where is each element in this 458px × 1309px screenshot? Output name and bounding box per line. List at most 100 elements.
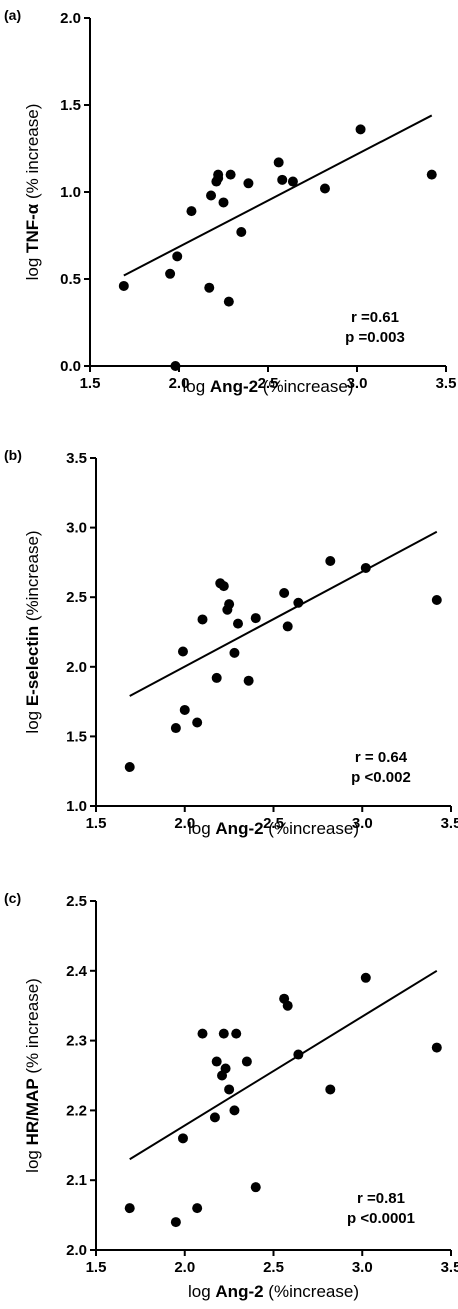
data-point bbox=[165, 268, 176, 279]
data-point bbox=[220, 1063, 231, 1074]
data-point bbox=[231, 1028, 242, 1039]
data-point bbox=[287, 176, 298, 187]
regression-line bbox=[129, 969, 438, 1161]
x-axis-title: log Ang-2 (%increase) bbox=[188, 1282, 359, 1301]
y-axis-title-suffix: (%increase) bbox=[23, 530, 42, 625]
data-point bbox=[197, 614, 208, 625]
x-axis-title-bold: Ang-2 bbox=[210, 377, 258, 396]
data-point bbox=[211, 672, 222, 683]
y-axis-title-prefix: log bbox=[23, 706, 42, 733]
x-axis-title: log Ang-2 (%increase) bbox=[182, 377, 353, 396]
y-tick-label: 2.4 bbox=[66, 963, 88, 980]
data-point bbox=[325, 556, 336, 567]
data-point bbox=[243, 675, 254, 686]
y-axis-title: log TNF-α (% increase) bbox=[23, 104, 42, 281]
data-point bbox=[192, 717, 203, 728]
x-axis-title-bold: Ang-2 bbox=[215, 1282, 263, 1301]
y-tick-label: 2.1 bbox=[66, 1172, 87, 1189]
x-tick-label: 1.5 bbox=[86, 815, 107, 832]
data-point bbox=[229, 1105, 240, 1116]
correlation-r: r = 0.64 bbox=[355, 749, 408, 766]
data-point bbox=[355, 124, 366, 135]
y-axis-title-bold: E-selectin bbox=[23, 626, 42, 706]
x-axis-title-suffix: (%increase) bbox=[264, 819, 359, 838]
x-tick-label: 3.0 bbox=[347, 375, 368, 392]
correlation-r: r =0.81 bbox=[357, 1190, 405, 1207]
data-point bbox=[360, 972, 371, 983]
y-tick-label: 1.5 bbox=[60, 97, 81, 114]
x-tick-label: 2.5 bbox=[263, 815, 284, 832]
y-tick-label: 2.5 bbox=[66, 893, 87, 910]
data-point bbox=[179, 704, 190, 715]
data-point bbox=[229, 647, 240, 658]
y-axis-title-prefix: log bbox=[23, 1145, 42, 1172]
data-point bbox=[293, 597, 304, 608]
y-tick-label: 0.5 bbox=[60, 271, 81, 288]
x-axis-title-bold: Ang-2 bbox=[215, 819, 263, 838]
p-value: p <0.0001 bbox=[347, 1210, 415, 1227]
x-tick-label: 2.0 bbox=[174, 815, 195, 832]
y-axis-title-prefix: log bbox=[23, 253, 42, 280]
x-tick-label: 3.0 bbox=[352, 815, 373, 832]
data-point bbox=[218, 581, 229, 592]
chart-panel-a: (a) 0.0 0.5 1.0 1.5 2.0 1.5 2.0 2.5 3.0 3.5 log Ang… bbox=[4, 7, 456, 396]
x-tick-label: 1.5 bbox=[80, 375, 101, 392]
data-point bbox=[170, 723, 181, 734]
data-point bbox=[325, 1084, 336, 1095]
data-point bbox=[236, 227, 247, 238]
panel-label: (c) bbox=[4, 890, 21, 906]
x-tick-label: 2.0 bbox=[174, 1259, 195, 1276]
data-point bbox=[360, 562, 371, 573]
data-point bbox=[250, 613, 261, 624]
x-tick-label: 3.0 bbox=[352, 1259, 373, 1276]
data-point bbox=[243, 178, 254, 189]
data-point bbox=[319, 183, 330, 194]
x-axis-title-prefix: log bbox=[188, 819, 215, 838]
data-point bbox=[124, 1203, 135, 1214]
data-point bbox=[282, 1000, 293, 1011]
data-point bbox=[177, 1133, 188, 1144]
y-axis-title-bold: TNF-α bbox=[23, 203, 42, 253]
x-axis-title-prefix: log bbox=[188, 1282, 215, 1301]
data-point bbox=[213, 169, 224, 180]
x-tick-label: 3.5 bbox=[441, 815, 458, 832]
data-point bbox=[282, 621, 293, 632]
data-point bbox=[277, 174, 288, 185]
x-axis-title-suffix: (%increase) bbox=[258, 377, 353, 396]
data-point bbox=[206, 190, 217, 201]
y-axis-title: log HR/MAP (% increase) bbox=[23, 978, 42, 1173]
data-point bbox=[170, 1217, 181, 1228]
p-value: p <0.002 bbox=[351, 769, 411, 786]
y-tick-label: 0.0 bbox=[60, 358, 81, 375]
x-axis-title-suffix: (%increase) bbox=[264, 1282, 359, 1301]
data-point bbox=[224, 599, 235, 610]
y-axis-title-bold: HR/MAP bbox=[23, 1078, 42, 1145]
data-point bbox=[241, 1056, 252, 1067]
y-tick-label: 3.5 bbox=[66, 450, 87, 467]
data-point bbox=[186, 206, 197, 217]
data-point bbox=[293, 1049, 304, 1060]
data-point bbox=[223, 296, 234, 307]
y-tick-label: 2.3 bbox=[66, 1033, 87, 1050]
x-tick-label: 2.0 bbox=[169, 375, 190, 392]
p-value: p =0.003 bbox=[345, 329, 405, 346]
x-axis-title-prefix: log bbox=[182, 377, 209, 396]
data-point bbox=[118, 280, 129, 291]
regression-line bbox=[129, 530, 438, 697]
data-point bbox=[431, 1042, 442, 1053]
panel-label: (b) bbox=[4, 447, 22, 463]
y-axis-title-suffix: (% increase) bbox=[23, 104, 42, 204]
chart-panel-b: (b)1.01.52.02.53.03.51.5 2.0 2.5 3.0 3.5log … bbox=[4, 447, 458, 838]
data-point bbox=[192, 1203, 203, 1214]
data-point bbox=[431, 594, 442, 605]
data-point bbox=[170, 361, 181, 371]
y-tick-label: 1.5 bbox=[66, 728, 87, 745]
y-tick-label: 2.0 bbox=[60, 10, 81, 27]
data-point bbox=[279, 588, 290, 599]
y-axis-title-suffix: (% increase) bbox=[23, 978, 42, 1078]
data-point bbox=[218, 197, 229, 208]
data-point bbox=[124, 762, 135, 773]
correlation-r: r =0.61 bbox=[351, 309, 399, 326]
data-point bbox=[218, 1028, 229, 1039]
